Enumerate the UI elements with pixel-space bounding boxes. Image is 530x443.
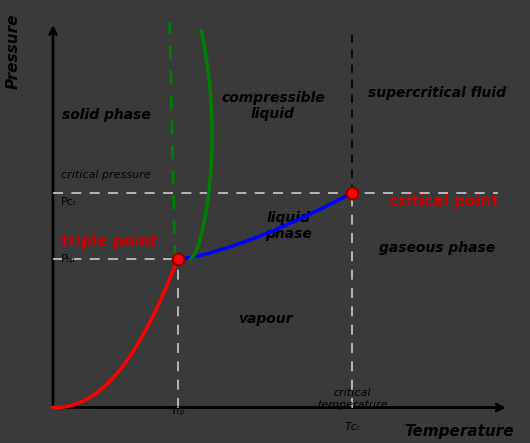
Text: solid phase: solid phase [61, 108, 151, 122]
Text: Pressure: Pressure [5, 13, 20, 89]
Text: supercritical fluid: supercritical fluid [368, 86, 506, 100]
Text: Temperature: Temperature [404, 424, 514, 439]
Text: Tₜₚ: Tₜₚ [170, 406, 185, 416]
Text: vapour: vapour [238, 312, 292, 326]
Text: Tᴄᵣ: Tᴄᵣ [344, 422, 360, 432]
Text: gaseous phase: gaseous phase [379, 241, 496, 255]
Text: critical
temperature: critical temperature [317, 388, 388, 410]
Text: liquid
phase: liquid phase [266, 211, 312, 241]
Text: compressible
liquid: compressible liquid [221, 91, 325, 121]
Text: critical point: critical point [390, 194, 498, 209]
Text: Pᴄᵣ: Pᴄᵣ [61, 197, 77, 207]
Text: Pₜₚ: Pₜₚ [61, 254, 76, 264]
Text: triple point: triple point [60, 234, 157, 249]
Text: critical pressure: critical pressure [61, 170, 151, 180]
